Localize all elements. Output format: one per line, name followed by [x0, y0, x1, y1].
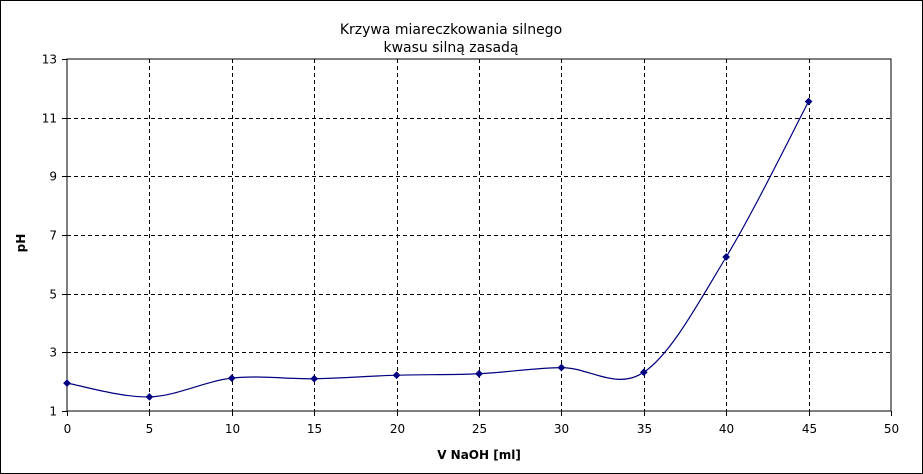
- y-tick-label: 11: [42, 112, 57, 126]
- x-tick-label: 50: [884, 422, 899, 436]
- y-tick-label: 5: [49, 288, 57, 302]
- y-tick-label: 3: [49, 346, 57, 360]
- x-tick-label: 5: [146, 422, 154, 436]
- x-axis-ticks: 0 5 10 15 20 25 30 35 40 45 50: [64, 411, 899, 436]
- series-line: [66, 101, 810, 398]
- x-tick-label: 10: [225, 422, 240, 436]
- data-point: [475, 369, 483, 378]
- x-tick-label: 35: [637, 422, 652, 436]
- data-point: [804, 97, 813, 106]
- data-point: [392, 371, 401, 380]
- x-tick-label: 15: [307, 422, 322, 436]
- x-tick-label: 45: [802, 422, 817, 436]
- data-point: [145, 392, 154, 401]
- x-tick-label: 20: [390, 422, 405, 436]
- y-tick-label: 9: [49, 170, 57, 184]
- y-tick-label: 13: [42, 53, 57, 67]
- x-tick-label: 25: [472, 422, 487, 436]
- chart-title-line-1: Krzywa miareczkowania silnego: [340, 22, 562, 38]
- data-point: [722, 253, 731, 261]
- x-tick-label: 0: [64, 422, 72, 436]
- data-point: [639, 368, 648, 377]
- x-tick-label: 40: [719, 422, 734, 436]
- data-point: [63, 379, 71, 388]
- y-axis-label: pH: [14, 234, 28, 253]
- data-point: [557, 363, 566, 372]
- y-tick-label: 7: [49, 229, 57, 243]
- data-point: [310, 374, 319, 383]
- data-point: [227, 374, 236, 383]
- chart-title-line-2: kwasu silną zasadą: [384, 40, 519, 56]
- y-tick-label: 1: [49, 405, 57, 419]
- series-ph-curve: [63, 97, 813, 401]
- gridlines: [67, 59, 891, 411]
- x-tick-label: 30: [554, 422, 569, 436]
- x-axis-label: V NaOH [ml]: [437, 448, 521, 462]
